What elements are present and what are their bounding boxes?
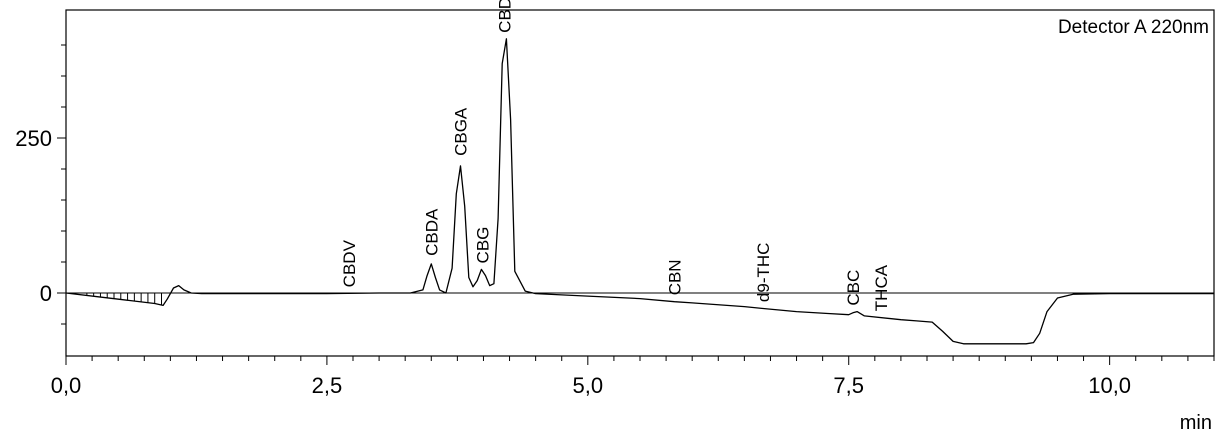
detector-label: Detector A 220nm: [1058, 17, 1209, 38]
y-tick-label: 250: [15, 126, 52, 151]
peak-labels: CBDV CBDA CBGA CBG CBD CBN d9-THC CBC THCA: [340, 0, 891, 311]
x-axis-unit-label: min: [1180, 412, 1212, 434]
x-tick-label: 7,5: [833, 373, 864, 398]
x-tick-label: 0,0: [51, 373, 82, 398]
peak-label: CBGA: [451, 107, 470, 156]
x-axis-ticks: 0,0 2,5 5,0 7,5 10,0: [51, 373, 1131, 398]
y-axis-ticks: 0 250: [15, 126, 52, 306]
peak-label: CBD: [495, 0, 514, 33]
peak-label: CBDV: [340, 239, 359, 287]
peak-label: CBN: [665, 259, 684, 295]
x-tick-label: 5,0: [573, 373, 604, 398]
peak-label: CBC: [844, 270, 863, 306]
peak-label: THCA: [872, 264, 891, 311]
chromatogram-trace: [65, 38, 1214, 345]
peak-label: d9-THC: [754, 243, 773, 303]
plot-frame: [65, 9, 1215, 357]
peak-label: CBDA: [422, 208, 441, 256]
peak-label: CBG: [473, 227, 492, 264]
integration-hatch: [86, 293, 162, 306]
x-tick-label: 2,5: [312, 373, 343, 398]
y-tick-label: 0: [40, 281, 52, 306]
minor-ticks: [57, 44, 1215, 365]
x-tick-label: 10,0: [1088, 373, 1131, 398]
